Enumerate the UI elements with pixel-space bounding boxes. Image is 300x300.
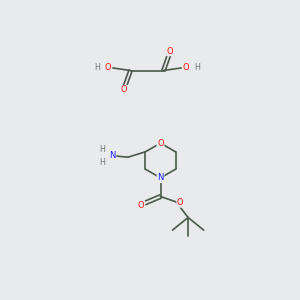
Text: H: H	[100, 158, 106, 167]
Text: O: O	[138, 201, 145, 210]
Text: O: O	[157, 139, 164, 148]
Text: N: N	[109, 151, 116, 160]
Text: O: O	[167, 46, 173, 56]
Text: O: O	[177, 198, 184, 207]
Text: H: H	[94, 63, 100, 72]
Text: N: N	[157, 173, 164, 182]
Text: H: H	[100, 145, 106, 154]
Text: O: O	[121, 85, 127, 94]
Text: H: H	[194, 63, 200, 72]
Text: O: O	[105, 63, 112, 72]
Text: O: O	[182, 63, 189, 72]
